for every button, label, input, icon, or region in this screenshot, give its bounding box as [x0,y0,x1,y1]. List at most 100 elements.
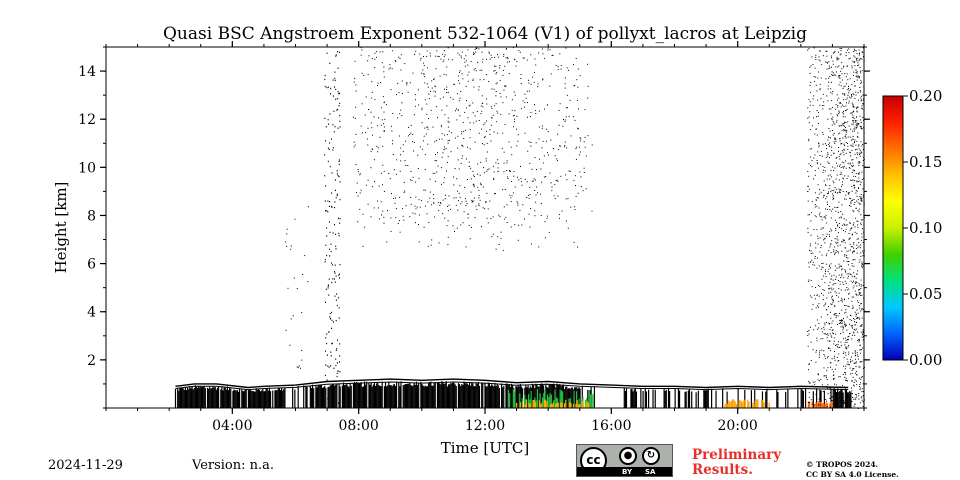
cloud-point [389,178,391,180]
night-point [838,353,840,355]
x-axis-label: Time [UTC] [441,439,530,457]
night-point [837,324,838,325]
night-point [860,203,862,205]
cloud-point [505,85,507,87]
night-point [810,220,812,222]
cloud-point [400,160,402,162]
night-point [844,269,846,271]
column-point [334,264,336,266]
cloud-point [357,221,359,223]
cloud-point [446,66,448,68]
cloud-point [407,135,409,137]
cloud-point [392,143,393,145]
cloud-point [423,56,424,57]
cloud-point [493,70,495,72]
night-point [844,85,846,87]
cloud-point [380,201,382,203]
night-point [816,337,818,339]
cloud-point [459,70,461,72]
night-point [843,218,845,220]
cloud-point [580,138,582,140]
cloud-point [433,78,435,80]
cloud-point [522,57,524,59]
cloud-point [435,154,436,155]
cloud-point [412,176,414,178]
column-point [337,51,339,53]
night-point [826,62,828,63]
night-point [860,255,862,257]
cloud-point [434,160,436,161]
night-point [860,126,862,128]
cloud-point [524,178,526,180]
cloud-point [407,91,409,93]
night-point [818,295,820,297]
cloud-point [516,145,518,147]
night-point [850,246,852,248]
night-point [835,188,837,190]
night-point [859,307,861,309]
night-point [847,145,849,147]
night-point [857,209,859,211]
cloud-point [434,172,436,174]
cloud-point [473,176,475,177]
night-point [825,333,827,335]
night-point [825,78,827,80]
night-point [831,322,833,324]
night-point [850,128,852,130]
cloud-point [473,174,475,176]
cloud-point [461,51,463,53]
night-point [834,313,836,315]
cloud-point [402,150,404,152]
night-point [842,115,844,117]
night-point [825,385,827,387]
cloud-point [468,225,470,226]
night-point [833,190,835,192]
night-point [851,190,853,192]
night-point [856,309,858,311]
cloud-point [524,218,525,220]
cloud-point [440,202,442,204]
night-point [828,143,830,145]
night-point [839,81,841,83]
cloud-point [444,198,446,200]
cloud-point [495,65,497,67]
cloud-point [534,190,536,191]
night-point [859,184,861,186]
night-point [815,351,817,353]
cloud-point [573,206,575,208]
night-point [855,72,857,74]
night-point [831,118,833,120]
cloud-point [534,71,535,73]
cloud-point [529,226,531,228]
night-point [846,73,848,75]
night-point [850,179,852,181]
cloud-point [562,125,564,127]
column-point [331,172,333,174]
night-point [846,102,847,104]
column-point [326,210,328,212]
night-point [821,155,823,157]
cloud-point [361,103,363,105]
night-point [840,386,842,388]
cloud-point [578,146,580,148]
night-point [834,355,836,357]
night-point [817,115,819,117]
night-point [829,281,831,283]
night-point [844,305,846,306]
night-point [835,398,837,400]
night-point [839,158,841,160]
cloud-point [477,163,479,165]
night-point [841,299,843,301]
cloud-point [559,217,560,219]
night-point [838,391,840,393]
cloud-point [405,205,407,207]
night-point [861,324,863,326]
column-point [324,258,326,261]
cloud-point [445,74,447,76]
night-point [813,178,815,180]
cloud-point [510,170,511,172]
column-point [336,194,338,197]
night-point [836,344,838,346]
cloud-point [383,130,385,131]
cloud-point [427,128,429,130]
